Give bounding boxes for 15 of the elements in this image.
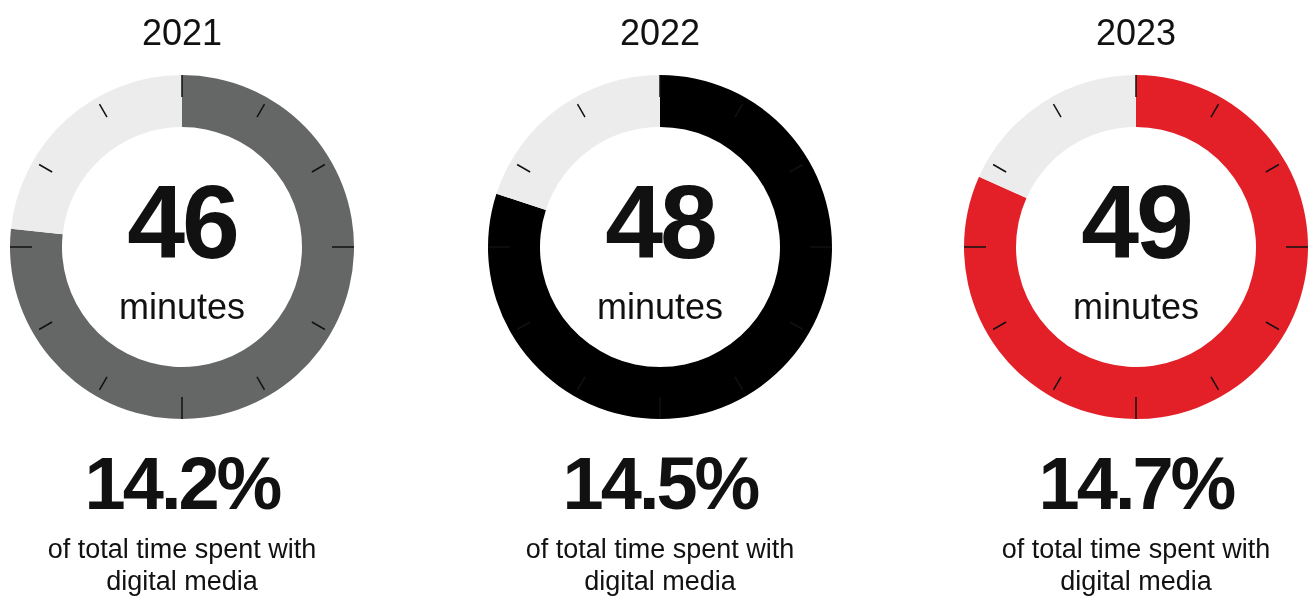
text: minutes: [595, 285, 725, 329]
chart-title: 2021: [141, 12, 223, 53]
text: 46: [126, 163, 238, 282]
text: minutes: [117, 285, 247, 329]
text: of total time spent with digital media: [1000, 533, 1272, 598]
text: minutes: [1071, 285, 1201, 329]
text: of total time spent with digital media: [524, 533, 796, 598]
text: 48: [604, 163, 716, 282]
text: 49: [1080, 163, 1192, 282]
text: 14.2%: [83, 441, 281, 527]
text: 14.7%: [1037, 441, 1235, 527]
chart-title: 2022: [619, 12, 701, 53]
text: 14.5%: [561, 441, 759, 527]
text: of total time spent with digital media: [46, 533, 318, 598]
chart-title: 2023: [1095, 12, 1177, 53]
